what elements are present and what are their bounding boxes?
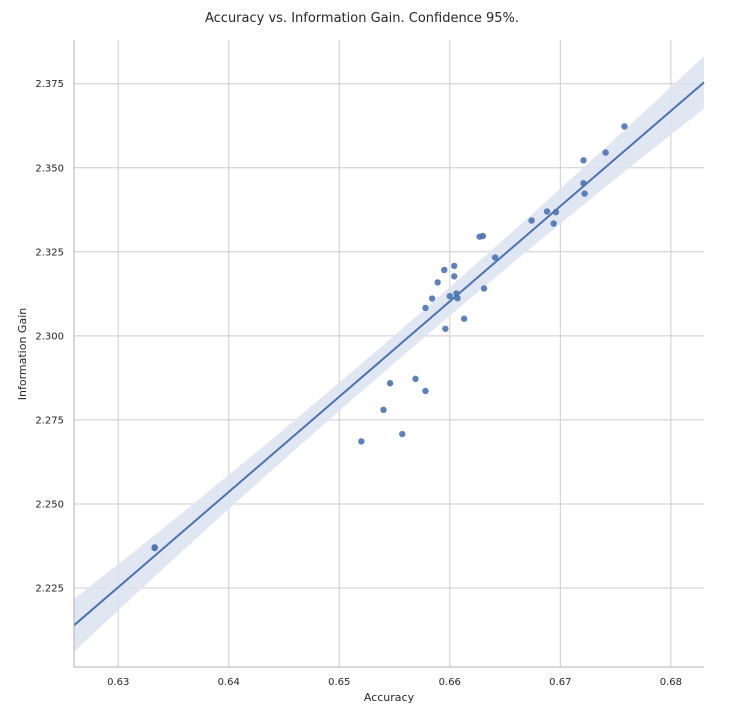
data-point <box>434 279 441 286</box>
x-gridlines <box>117 40 672 667</box>
data-point <box>151 544 158 552</box>
data-point <box>580 157 587 164</box>
data-point <box>441 266 448 274</box>
data-point <box>528 217 535 224</box>
y-tick-label: 2.275 <box>35 415 64 426</box>
data-points <box>151 123 628 552</box>
data-point <box>480 285 488 292</box>
data-point <box>543 208 551 215</box>
data-point <box>422 387 429 395</box>
data-point <box>442 325 449 332</box>
x-tick-labels: 0.63 0.64 0.65 0.66 0.67 0.68 <box>107 677 682 688</box>
data-point <box>412 375 419 383</box>
data-point <box>428 295 436 302</box>
x-tick-label: 0.63 <box>107 677 129 688</box>
data-point <box>552 208 560 216</box>
x-tick-label: 0.64 <box>218 677 240 688</box>
data-point <box>399 430 406 438</box>
data-point <box>479 232 487 240</box>
x-tick-label: 0.67 <box>549 677 571 688</box>
y-tick-label: 2.375 <box>35 79 64 90</box>
data-point <box>602 149 609 156</box>
data-point <box>454 294 461 302</box>
data-point <box>446 292 453 300</box>
data-point <box>358 438 365 445</box>
x-axis-label: Accuracy <box>364 691 415 704</box>
data-point <box>460 315 468 322</box>
y-tick-label: 2.225 <box>35 583 64 594</box>
y-tick-labels: 2.225 2.250 2.275 2.300 2.325 2.350 2.375 <box>35 79 64 594</box>
x-tick-label: 0.66 <box>439 677 461 688</box>
y-tick-label: 2.325 <box>35 247 64 258</box>
y-tick-label: 2.350 <box>35 163 64 174</box>
data-point <box>580 180 587 187</box>
axes <box>73 40 704 668</box>
data-point <box>491 254 499 261</box>
chart-title: Accuracy vs. Information Gain. Confidenc… <box>205 11 519 26</box>
data-point <box>621 123 628 130</box>
y-tick-label: 2.250 <box>35 499 64 510</box>
data-point <box>581 190 588 197</box>
y-axis-label: Information Gain <box>16 308 29 400</box>
regression-line <box>73 81 705 627</box>
data-point <box>451 262 458 270</box>
data-point <box>422 304 429 312</box>
data-point <box>550 220 557 227</box>
x-tick-label: 0.65 <box>328 677 350 688</box>
data-point <box>451 273 458 280</box>
y-tick-label: 2.300 <box>35 331 64 342</box>
data-point <box>380 406 387 414</box>
data-point <box>386 380 394 387</box>
x-tick-label: 0.68 <box>660 677 682 688</box>
regression-line-path <box>73 81 705 627</box>
